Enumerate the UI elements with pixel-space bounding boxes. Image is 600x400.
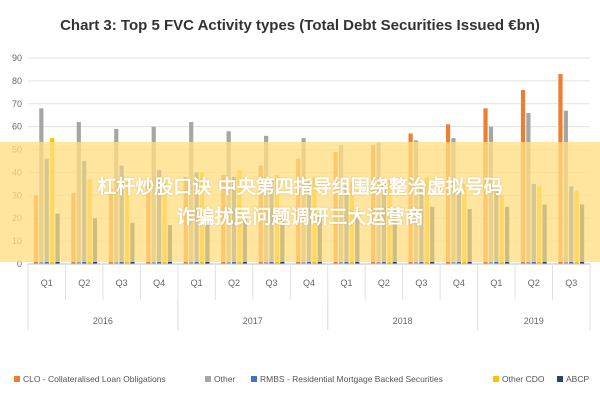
x-tick-label: Q4 [453, 278, 465, 288]
legend: CLO - Collateralised Loan Obligations Oth… [14, 374, 589, 384]
y-tick-label: 90 [12, 53, 22, 63]
year-label: 2018 [393, 316, 413, 326]
x-tick-label: Q3 [266, 278, 278, 288]
x-tick-label: Q1 [41, 278, 53, 288]
x-tick-label: Q3 [415, 278, 427, 288]
x-tick-label: Q2 [228, 278, 240, 288]
overlay-banner: 杠杆炒股口诀 中央第四指导组围绕整治虚拟号码 诈骗扰民问题调研三大运营商 [0, 142, 600, 262]
year-label: 2019 [524, 316, 544, 326]
y-tick-label: 60 [12, 122, 22, 132]
y-tick-label: 80 [12, 76, 22, 86]
x-tick-label: Q4 [303, 278, 315, 288]
x-tick-label: Q3 [565, 278, 577, 288]
x-tick-label: Q1 [340, 278, 352, 288]
year-label: 2017 [243, 316, 263, 326]
x-tick-label: Q3 [116, 278, 128, 288]
legend-label: Other [214, 374, 235, 384]
overlay-line-2: 诈骗扰民问题调研三大运营商 [176, 206, 424, 228]
x-tick-label: Q2 [378, 278, 390, 288]
legend-label: ABCP [566, 374, 589, 384]
legend-swatch [557, 376, 563, 382]
chart-title: Chart 3: Top 5 FVC Activity types (Total… [60, 17, 540, 34]
legend-label: Other CDO [502, 374, 545, 384]
x-tick-label: Q1 [490, 278, 502, 288]
x-tick-label: Q2 [528, 278, 540, 288]
legend-swatch [14, 376, 20, 382]
y-tick-label: 70 [12, 99, 22, 109]
legend-swatch [251, 376, 257, 382]
legend-swatch [493, 376, 499, 382]
y-tick-label: 0 [17, 259, 22, 269]
overlay-line-1: 杠杆炒股口诀 中央第四指导组围绕整治虚拟号码 [97, 176, 503, 198]
legend-label: RMBS - Residential Mortgage Backed Secur… [260, 374, 443, 384]
year-label: 2016 [93, 316, 113, 326]
x-tick-label: Q2 [78, 278, 90, 288]
x-tick-label: Q1 [191, 278, 203, 288]
legend-label: CLO - Collateralised Loan Obligations [23, 374, 166, 384]
legend-swatch [205, 376, 211, 382]
x-axis: Q1 Q2 Q3 Q4 Q1 Q2 Q3 Q4 Q1 Q2 Q3 Q4 Q1 Q2 Q3 2016 2017 20… [27, 263, 591, 330]
x-tick-label: Q4 [153, 278, 165, 288]
